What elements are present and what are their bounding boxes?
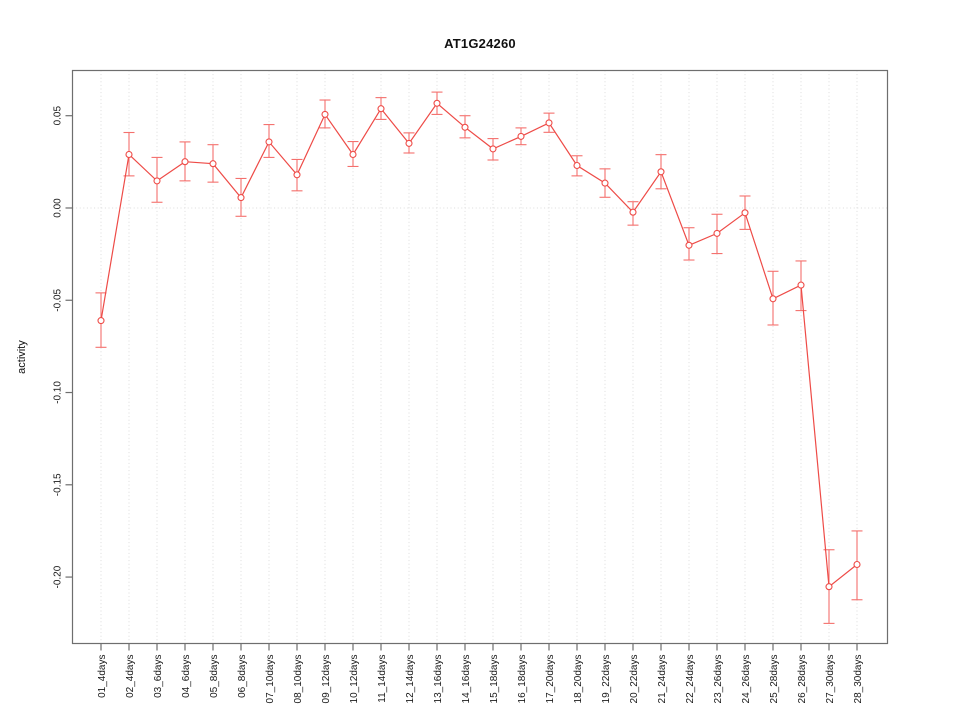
data-point-marker: [573, 161, 581, 170]
data-point-marker: [713, 229, 721, 237]
data-point-marker: [377, 105, 385, 113]
x-tick-label: 03_6days: [153, 655, 164, 698]
data-point-marker: [853, 560, 861, 569]
data-point-marker: [237, 194, 245, 202]
data-point-marker: [797, 281, 805, 289]
x-tick-label: 01_4days: [97, 655, 108, 698]
series-line: [100, 102, 858, 588]
x-axis: 01_4days 02_4days 03_6days 04_6days 05_8days…: [97, 643, 864, 704]
data-point-marker: [489, 145, 497, 153]
data-point-marker: [741, 209, 749, 217]
x-tick-label: 16_18days: [517, 655, 528, 704]
x-tick-label: 02_4days: [125, 655, 136, 698]
data-point-marker: [461, 123, 469, 131]
x-tick-label: 15_18days: [489, 655, 500, 704]
data-point-marker: [433, 99, 441, 107]
data-point-marker: [657, 168, 665, 176]
data-point-marker: [153, 177, 161, 185]
x-tick-label: 09_12days: [321, 655, 332, 704]
y-tick-label: -0.20: [53, 565, 64, 588]
y-axis-title: activity: [16, 340, 28, 374]
x-tick-label: 06_8days: [237, 655, 248, 698]
y-tick-label: 0.05: [53, 106, 64, 126]
y-axis: 0.05 0.00 -0.05 -0.10 -0.15 -0.20: [53, 106, 73, 588]
data-points: [97, 99, 861, 591]
x-tick-label: 11_14days: [377, 655, 388, 703]
data-point-marker: [181, 158, 189, 166]
chart-title: AT1G24260: [444, 36, 516, 51]
data-point-marker: [825, 583, 833, 591]
x-tick-label: 17_20days: [545, 655, 556, 704]
x-tick-label: 20_22days: [629, 655, 640, 704]
x-tick-label: 18_20days: [573, 655, 584, 704]
data-point-marker: [349, 150, 357, 159]
x-tick-label: 28_30days: [853, 655, 864, 704]
y-tick-label: 0.00: [53, 198, 64, 218]
data-point-marker: [545, 119, 553, 127]
y-tick-label: -0.05: [53, 288, 64, 311]
data-point-marker: [125, 150, 133, 159]
x-tick-label: 10_12days: [349, 655, 360, 704]
x-tick-label: 05_8days: [209, 655, 220, 698]
data-point-marker: [517, 132, 525, 140]
data-point-marker: [405, 139, 413, 147]
data-point-marker: [97, 317, 105, 325]
x-tick-label: 26_28days: [797, 655, 808, 704]
gridlines: [72, 70, 888, 644]
data-point-marker: [601, 179, 609, 187]
data-point-marker: [209, 160, 217, 168]
x-tick-label: 27_30days: [825, 655, 836, 704]
data-point-marker: [321, 110, 329, 118]
x-tick-label: 08_10days: [293, 655, 304, 704]
y-tick-label: -0.15: [53, 473, 64, 496]
error-bars: [95, 91, 863, 624]
plot-border: [71, 69, 889, 645]
x-tick-label: 14_16days: [461, 655, 472, 704]
x-tick-label: 22_24days: [685, 655, 696, 704]
y-tick-label: -0.10: [53, 381, 64, 404]
x-tick-label: 04_6days: [181, 655, 192, 698]
data-point-marker: [769, 295, 777, 303]
x-tick-label: 13_16days: [433, 655, 444, 704]
x-tick-label: 24_26days: [741, 655, 752, 704]
data-point-marker: [265, 138, 273, 146]
x-tick-label: 23_26days: [713, 655, 724, 704]
data-point-marker: [685, 241, 693, 249]
x-tick-label: 19_22days: [601, 655, 612, 704]
x-tick-label: 12_14days: [405, 655, 416, 704]
data-point-marker: [629, 208, 637, 216]
x-tick-label: 21_24days: [657, 655, 668, 704]
data-point-marker: [293, 171, 301, 179]
x-tick-label: 25_28days: [769, 655, 780, 704]
x-tick-label: 07_10days: [265, 655, 276, 704]
